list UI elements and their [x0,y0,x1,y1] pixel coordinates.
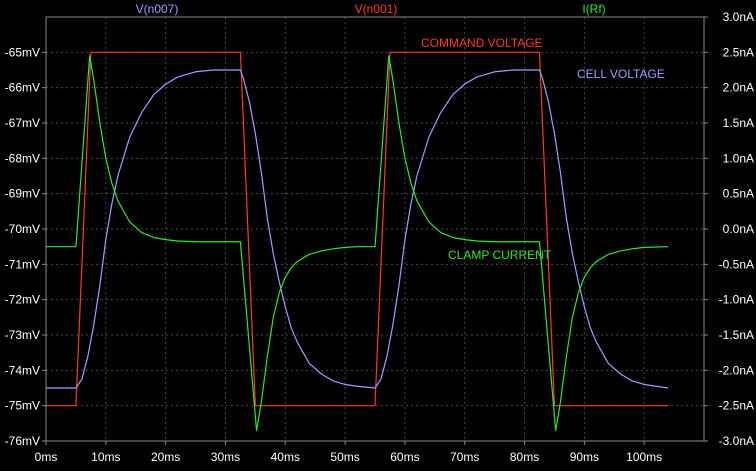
left-tick-label: -68mV [5,151,40,165]
series-layer [46,51,669,431]
right-tick-label: -2.5nA [719,399,754,413]
x-tick-label: 0ms [35,450,58,464]
x-tick-label: 70ms [450,450,479,464]
right-tick-label: 2.5nA [723,45,754,59]
left-axis-ticks: -65mV -66mV -67mV -68mV -69mV -70mV -71mV -72mV… [5,45,46,448]
left-tick-label: -76mV [5,434,40,448]
left-tick-label: -67mV [5,116,40,130]
x-tick-label: 40ms [271,450,300,464]
x-tick-label: 90ms [570,450,599,464]
x-tick-label: 50ms [330,450,359,464]
x-tick-label: 60ms [390,450,419,464]
x-tick-label: 100ms [626,450,662,464]
annotation-command-voltage: COMMAND VOLTAGE [421,36,543,50]
left-tick-label: -72mV [5,293,40,307]
legend-i-rf: I(Rf) [582,2,605,16]
right-tick-label: -2.0nA [719,363,754,377]
right-tick-label: 0.5nA [723,187,754,201]
right-tick-label: -1.0nA [719,293,754,307]
x-axis-ticks: 0ms 10ms 20ms 30ms 40ms 50ms 60ms 70ms 80ms 90ms 1… [35,441,662,464]
right-tick-label: 3.0nA [723,10,754,24]
right-tick-label: 1.0nA [723,151,754,165]
right-tick-label: 2.0nA [723,81,754,95]
right-tick-label: 0.0nA [723,222,754,236]
left-tick-label: -71mV [5,257,40,271]
left-tick-label: -74mV [5,363,40,377]
series-line-i-rf [46,55,669,431]
right-tick-label: 1.5nA [723,116,754,130]
left-tick-label: -73mV [5,328,40,342]
left-tick-label: -65mV [5,45,40,59]
left-tick-label: -70mV [5,222,40,236]
left-tick-label: -69mV [5,187,40,201]
legend-v-n001: V(n001) [355,2,398,16]
annotation-clamp-current: CLAMP CURRENT [448,248,552,262]
x-tick-label: 80ms [510,450,539,464]
x-tick-label: 20ms [151,450,180,464]
right-tick-label: -3.0nA [719,434,754,448]
left-tick-label: -75mV [5,399,40,413]
legend-v-n007: V(n007) [136,2,179,16]
series-line-v-n001 [46,51,669,407]
right-tick-label: -0.5nA [719,257,754,271]
x-tick-label: 10ms [91,450,120,464]
left-tick-label: -66mV [5,81,40,95]
series-line-v-n007 [46,69,669,389]
annotation-cell-voltage: CELL VOLTAGE [577,67,665,81]
right-tick-label: -1.5nA [719,328,754,342]
x-tick-label: 30ms [211,450,240,464]
right-axis-ticks: 3.0nA 2.5nA 2.0nA 1.5nA 1.0nA 0.5nA 0.0nA -0.5n… [704,10,754,448]
